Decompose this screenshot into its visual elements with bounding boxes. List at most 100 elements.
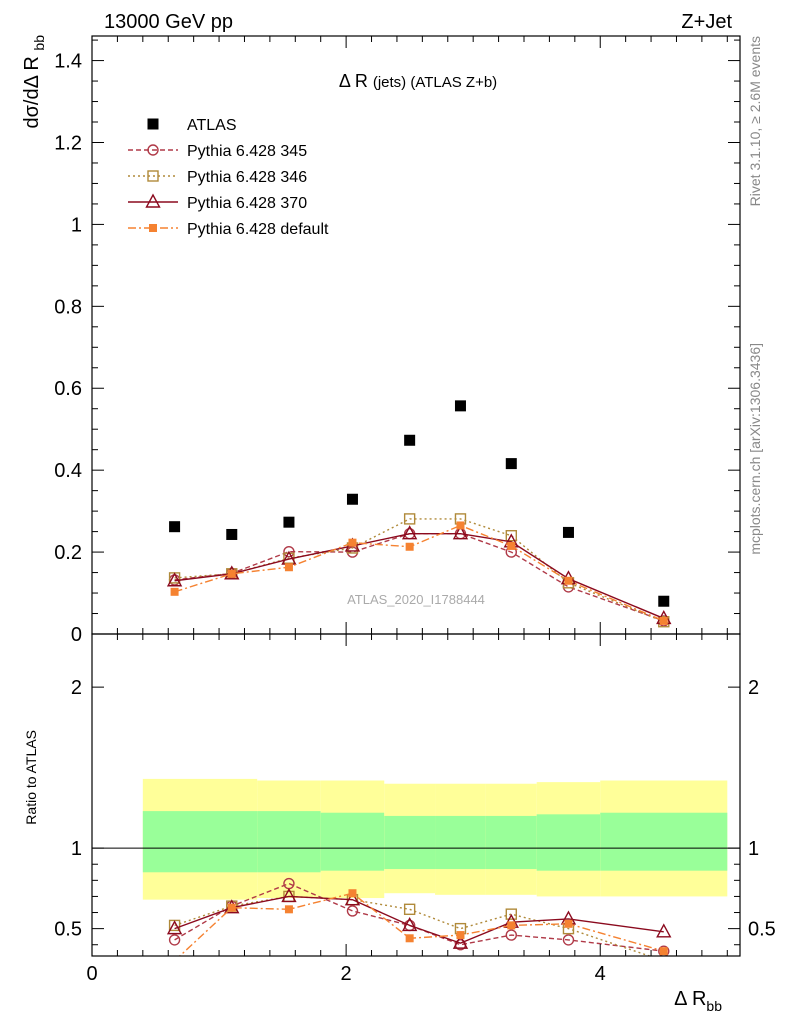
main-title: Δ R (jets) (ATLAS Z+b) xyxy=(339,71,497,91)
series-point xyxy=(505,908,517,920)
y-tick-label: 0.4 xyxy=(54,460,82,482)
series-point xyxy=(452,934,469,949)
series-point xyxy=(505,529,517,542)
series-point xyxy=(564,919,573,928)
atlas-point xyxy=(562,526,574,538)
uncertainty-band-inner xyxy=(485,815,537,870)
legend-label: Pythia 6.428 370 xyxy=(187,195,307,212)
ratio-plot-marks xyxy=(166,877,672,956)
series-pythia-6-428-default xyxy=(178,889,668,956)
series-point xyxy=(452,525,469,540)
y-tick-label: 0.5 xyxy=(54,919,82,941)
y-tick-label: 1.4 xyxy=(54,51,82,73)
legend-marker xyxy=(147,170,159,182)
series-pythia-6-428-370 xyxy=(166,525,672,625)
series-point xyxy=(656,923,672,938)
series-point xyxy=(168,934,181,946)
series-point xyxy=(401,916,418,932)
main-plot-marks xyxy=(166,400,672,628)
atlas-point xyxy=(404,434,416,446)
header-left: 13000 GeV pp xyxy=(104,11,233,33)
axes: 0 2 4 0 0.2 0.4 0.6 0.8 1 1.2 1.4 0.5 0.5 1 1 2 2 xyxy=(54,35,776,985)
atlas-point xyxy=(454,400,466,412)
series-point xyxy=(284,563,293,572)
y-tick-label-right: 2 xyxy=(748,677,759,699)
series-point xyxy=(284,905,293,914)
series-point xyxy=(658,945,670,956)
series-line xyxy=(174,532,665,620)
legend-label: Pythia 6.428 345 xyxy=(187,143,307,160)
series-point xyxy=(227,569,236,578)
uncertainty-band-inner xyxy=(142,811,200,873)
atlas-point xyxy=(505,458,517,470)
legend-marker xyxy=(147,118,159,130)
atlas-point xyxy=(658,595,670,607)
y-tick-label-right: 1 xyxy=(748,838,759,860)
series-point xyxy=(659,616,668,625)
x-tick-label: 0 xyxy=(86,963,97,985)
series-line xyxy=(174,895,652,956)
series-pythia-6-428-370 xyxy=(166,887,672,949)
y-tick-label: 2 xyxy=(71,677,82,699)
series-line xyxy=(174,518,665,623)
x-tick-label: 2 xyxy=(341,963,352,985)
series-point xyxy=(405,934,414,943)
series-point xyxy=(346,905,359,917)
y-tick-label: 0.8 xyxy=(54,296,82,318)
series-atlas xyxy=(169,400,670,607)
ratio-panel xyxy=(92,778,740,900)
series-point xyxy=(170,587,179,596)
atlas-point xyxy=(169,521,181,533)
y-tick-label: 1 xyxy=(71,214,82,236)
uncertainty-band-inner xyxy=(600,812,728,871)
watermark: ATLAS_2020_I1788444 xyxy=(347,592,485,607)
series-point xyxy=(283,545,295,558)
rivet-label: Rivet 3.1.10, ≥ 2.6M events xyxy=(747,36,763,206)
x-tick-label: 4 xyxy=(595,963,606,985)
series-point xyxy=(456,521,465,530)
uncertainty-band-inner xyxy=(384,815,436,870)
series-point xyxy=(562,934,575,946)
uncertainty-band-inner xyxy=(320,812,385,871)
legend-marker xyxy=(147,144,159,156)
uncertainty-band-inner xyxy=(257,811,321,873)
series-point xyxy=(348,538,357,547)
legend-marker xyxy=(145,193,161,208)
uncertainty-band-inner xyxy=(435,815,486,870)
legend-label: Pythia 6.428 346 xyxy=(187,169,307,186)
y-tick-label-right: 0.5 xyxy=(748,919,776,941)
series-point xyxy=(456,931,465,940)
series-point xyxy=(564,576,573,585)
y-tick-label: 0.6 xyxy=(54,378,82,400)
series-pythia-6-428-345 xyxy=(168,527,670,627)
series-line xyxy=(174,532,664,622)
x-axis-label: Δ Rbb xyxy=(674,988,722,1014)
y-tick-label: 1.2 xyxy=(54,132,82,154)
series-point xyxy=(344,891,361,906)
series-point xyxy=(507,921,516,930)
mcplots-label: mcplots.cern.ch [arXiv:1306.3436] xyxy=(747,343,763,555)
series-point xyxy=(281,887,297,903)
series-point xyxy=(227,903,236,912)
series-pythia-6-428-346 xyxy=(168,890,652,956)
y-tick-label: 0.2 xyxy=(54,542,82,564)
series-point xyxy=(405,542,414,551)
y-tick-label: 0 xyxy=(71,624,82,646)
y-tick-label: 1 xyxy=(71,838,82,860)
legend-label: Pythia 6.428 default xyxy=(187,221,329,238)
legend-label: ATLAS xyxy=(187,117,237,134)
series-point xyxy=(403,513,416,525)
atlas-point xyxy=(226,528,238,540)
series-point xyxy=(348,889,357,898)
series-point xyxy=(507,541,516,550)
series-pythia-6-428-default xyxy=(170,521,668,625)
series-point xyxy=(403,903,416,916)
series-point xyxy=(166,572,183,587)
atlas-point xyxy=(283,516,295,528)
legend-marker xyxy=(149,224,157,232)
atlas-point xyxy=(346,493,358,505)
y-axis-label-main: dσ/dΔ R bb xyxy=(21,35,47,129)
series-point xyxy=(659,947,668,956)
legend: ATLAS Pythia 6.428 345 Pythia 6.428 346 Pyt… xyxy=(128,117,329,238)
